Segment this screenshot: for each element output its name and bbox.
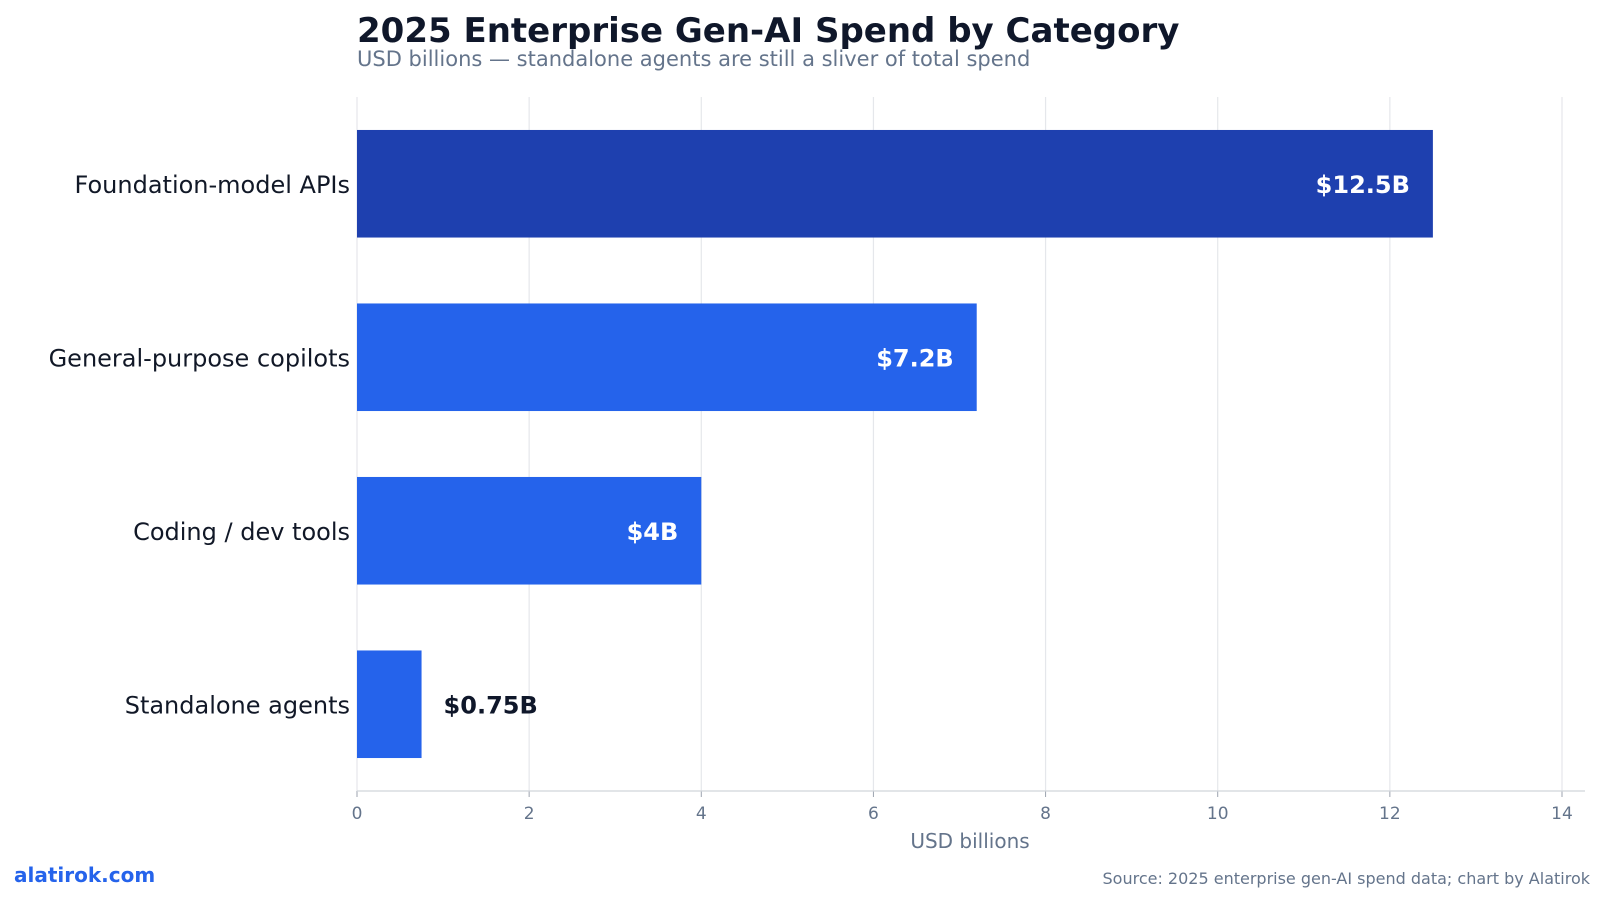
bar [357, 129, 1433, 238]
brand-link[interactable]: alatirok.com [14, 863, 155, 887]
bars [357, 129, 1433, 759]
category-label: Coding / dev tools [133, 518, 350, 546]
x-tick-label: 2 [524, 804, 535, 824]
bar [357, 476, 702, 585]
data-label: $7.2B [876, 344, 954, 372]
x-tick-label: 10 [1207, 804, 1229, 824]
x-tick-label: 4 [696, 804, 707, 824]
x-tick-label: 0 [352, 804, 363, 824]
x-axis-label: USD billions [910, 829, 1029, 853]
data-label: $4B [627, 518, 679, 546]
category-labels: Foundation-model APIs General-purpose cop… [49, 171, 350, 720]
source-note: Source: 2025 enterprise gen-AI spend dat… [1103, 869, 1591, 888]
data-label: $12.5B [1316, 171, 1410, 199]
data-label: $0.75B [444, 691, 538, 719]
category-label: Standalone agents [125, 691, 350, 719]
chart-title: 2025 Enterprise Gen-AI Spend by Category [357, 11, 1179, 51]
x-tick-label: 8 [1040, 804, 1051, 824]
x-tick-label: 14 [1551, 804, 1573, 824]
data-labels: $12.5B $7.2B $4B $0.75B [444, 171, 1410, 720]
chart-subtitle: USD billions — standalone agents are sti… [357, 47, 1030, 71]
x-axis: 0 2 4 6 8 10 12 14 [352, 790, 1585, 824]
bar [357, 650, 422, 759]
x-tick-label: 12 [1379, 804, 1401, 824]
x-tick-label: 6 [868, 804, 879, 824]
category-label: General-purpose copilots [49, 344, 350, 372]
category-label: Foundation-model APIs [75, 171, 350, 199]
bar [357, 303, 977, 412]
